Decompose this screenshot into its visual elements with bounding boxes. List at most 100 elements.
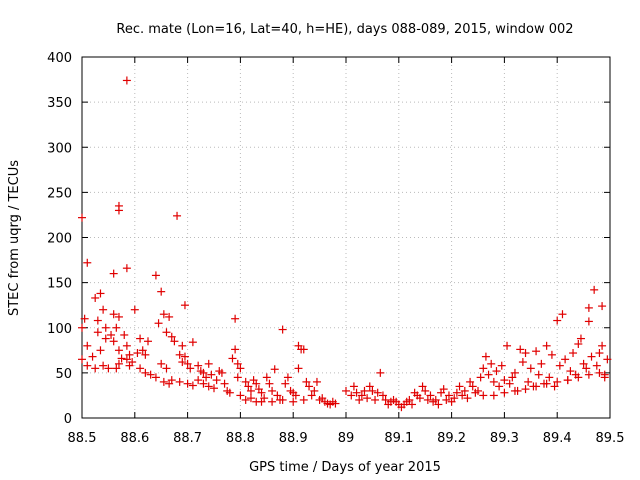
data-point	[542, 379, 551, 388]
data-point	[233, 359, 242, 368]
data-point	[157, 287, 166, 296]
data-point	[526, 364, 535, 373]
y-axis-ticks: 0 50 100 150 200 250 300 350 400	[47, 51, 610, 427]
data-point	[431, 395, 440, 404]
y-axis-label: STEC from uqrg / TECUs	[7, 160, 22, 316]
data-point	[299, 345, 308, 354]
data-point	[122, 355, 131, 364]
data-point	[584, 370, 593, 379]
data-point	[188, 338, 197, 347]
data-point	[96, 346, 105, 355]
data-point	[122, 76, 131, 85]
data-point	[463, 394, 472, 403]
data-point	[270, 365, 279, 374]
data-point	[257, 397, 266, 406]
data-point	[83, 361, 92, 370]
data-point	[487, 359, 496, 368]
y-tick-label: 0	[64, 412, 72, 427]
data-point	[114, 359, 123, 368]
data-point	[133, 349, 142, 358]
data-point	[159, 377, 168, 386]
data-point	[495, 382, 504, 391]
data-point	[278, 395, 287, 404]
data-point	[598, 341, 607, 350]
data-point	[569, 349, 578, 358]
data-point	[225, 388, 234, 397]
y-tick-label: 350	[47, 96, 72, 111]
data-point	[146, 370, 155, 379]
data-point	[101, 334, 110, 343]
data-point	[368, 386, 377, 395]
data-point	[91, 293, 100, 302]
data-point	[162, 364, 171, 373]
data-point	[114, 346, 123, 355]
x-tick-label: 88.9	[279, 431, 308, 446]
data-point	[157, 359, 166, 368]
data-point	[553, 316, 562, 325]
data-point	[444, 391, 453, 400]
data-point	[265, 379, 274, 388]
data-point	[489, 391, 498, 400]
data-point	[167, 376, 176, 385]
data-point	[418, 382, 427, 391]
data-point	[204, 359, 213, 368]
data-point	[434, 400, 443, 409]
data-point	[257, 388, 266, 397]
data-point	[268, 397, 277, 406]
data-point	[516, 345, 525, 354]
data-point	[165, 312, 174, 321]
x-tick-label: 88.5	[68, 431, 97, 446]
data-point	[582, 364, 591, 373]
data-point	[183, 379, 192, 388]
data-point	[563, 376, 572, 385]
x-tick-label: 89.4	[543, 431, 572, 446]
data-point	[91, 364, 100, 373]
data-point	[592, 361, 601, 370]
data-point	[120, 330, 129, 339]
data-point	[281, 379, 290, 388]
data-point	[194, 361, 203, 370]
data-point	[468, 382, 477, 391]
data-point	[421, 386, 430, 395]
data-point	[355, 395, 364, 404]
data-point	[99, 361, 108, 370]
data-point	[83, 258, 92, 267]
data-point	[299, 395, 308, 404]
data-point	[162, 328, 171, 337]
data-point	[574, 339, 583, 348]
y-tick-label: 50	[55, 367, 72, 382]
data-point	[600, 373, 609, 382]
data-point	[109, 310, 118, 319]
data-point	[101, 323, 110, 332]
x-tick-label: 89	[338, 431, 355, 446]
data-point	[442, 395, 451, 404]
data-point	[460, 386, 469, 395]
data-point	[291, 391, 300, 400]
y-tick-label: 400	[47, 51, 72, 66]
data-point	[479, 391, 488, 400]
x-axis-label: GPS time / Days of year 2015	[249, 460, 441, 475]
data-point	[78, 323, 86, 332]
data-point	[231, 345, 240, 354]
data-point	[349, 382, 358, 391]
data-point	[312, 377, 321, 386]
data-point	[521, 385, 530, 394]
data-point	[476, 373, 485, 382]
data-point	[136, 334, 145, 343]
data-point	[244, 382, 253, 391]
data-point	[584, 303, 593, 312]
data-point	[96, 289, 105, 298]
data-point	[217, 368, 226, 377]
data-point	[481, 352, 490, 361]
data-point	[93, 316, 102, 325]
data-point	[122, 341, 131, 350]
data-point	[371, 395, 380, 404]
data-point	[241, 377, 250, 386]
data-point	[117, 354, 126, 363]
data-point	[114, 206, 123, 215]
data-point	[503, 341, 512, 350]
x-tick-label: 88.6	[120, 431, 149, 446]
x-axis-ticks: 88.5 88.6 88.7 88.8 88.9 89 89.1 89.2 89.3 89.4 89…	[68, 57, 624, 446]
data-point	[558, 310, 567, 319]
data-point	[220, 379, 229, 388]
